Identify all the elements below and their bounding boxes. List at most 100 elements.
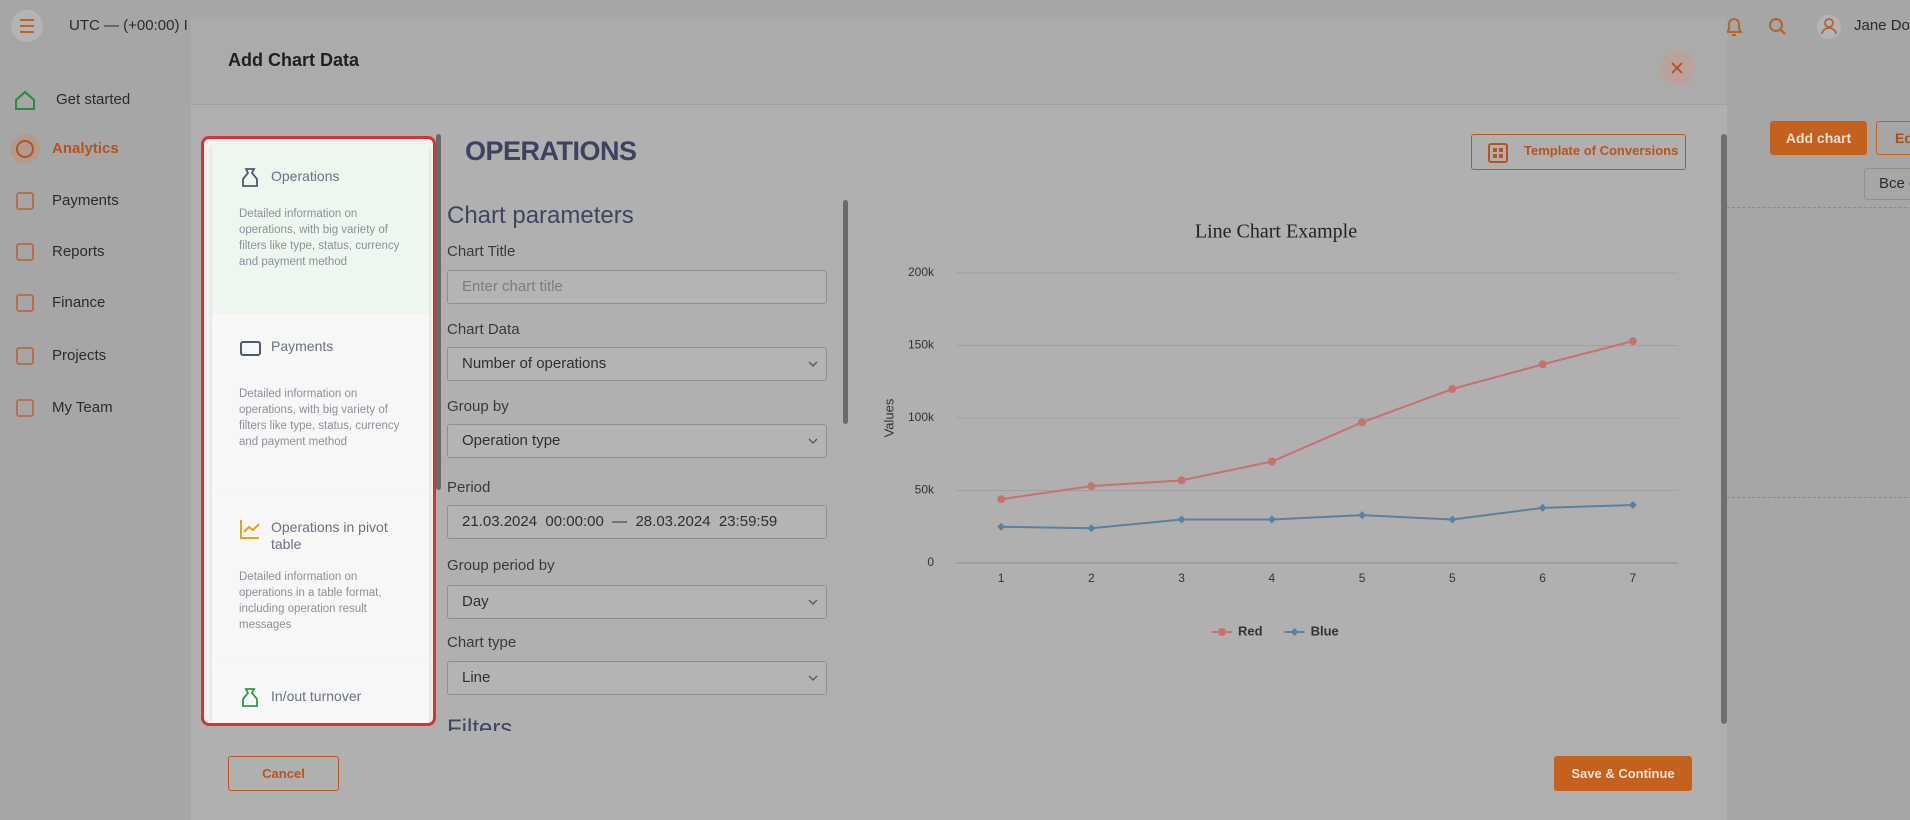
select-input[interactable]: Operation type [447, 424, 827, 458]
sidebar-icon [16, 243, 34, 261]
x-tick-label: 5 [1449, 571, 1456, 585]
card-icon [242, 688, 258, 707]
select-input[interactable]: 21.03.2024 00:00:00 — 28.03.2024 23:59:5… [447, 505, 827, 539]
field-label: Chart Title [447, 243, 516, 260]
chevron [808, 361, 818, 367]
y-tick-label: 100k [908, 410, 935, 424]
card-description: Detailed information on operations in a … [239, 571, 382, 631]
data-point [1538, 360, 1547, 369]
icon-shape [242, 168, 258, 187]
template-icon [1488, 143, 1508, 163]
line-series [1000, 340, 1634, 501]
source-card[interactable]: Operations in pivot table Detailed inform… [212, 491, 429, 658]
icon-shape [16, 140, 34, 158]
x-tick-label: 4 [1269, 571, 1276, 585]
add-chart-button[interactable]: Add chart [1770, 121, 1867, 155]
y-tick-label: 0 [927, 555, 934, 569]
card-title: Payments [271, 338, 334, 354]
y-axis-label: Values [881, 398, 896, 437]
x-tick-label: 5 [1359, 571, 1366, 585]
card-description: Detailed information on operations, with… [239, 208, 400, 268]
icon-shape [15, 90, 35, 110]
select-input[interactable]: Line [447, 661, 827, 695]
select-input[interactable]: Day [447, 585, 827, 619]
select-input[interactable]: Number of operations [447, 347, 827, 381]
data-point [1087, 482, 1096, 491]
icon-shape [16, 294, 34, 312]
legend-label: Red [1238, 623, 1263, 638]
x-tick-label: 1 [998, 571, 1005, 585]
sidebar-item[interactable]: Reports [52, 243, 105, 260]
text-input[interactable]: Enter chart title [447, 270, 827, 304]
field-label: Group by [447, 398, 509, 415]
close-icon [1671, 62, 1683, 74]
source-card[interactable]: Operations Detailed information on operat… [212, 144, 429, 314]
data-point [1358, 418, 1367, 427]
field-label: Group period by [447, 557, 555, 574]
data-point [1087, 524, 1096, 533]
icon-shape [16, 399, 34, 417]
y-tick-label: 200k [908, 265, 935, 279]
form-heading: Filters [447, 715, 513, 731]
background-select[interactable]: Все с [1864, 168, 1910, 200]
save-button[interactable]: Save & Continue [1554, 756, 1692, 791]
card-icon [242, 168, 258, 187]
user-name[interactable]: Jane Do [1854, 17, 1910, 34]
chevron [808, 599, 818, 605]
data-point [1290, 628, 1299, 636]
panel-scrollbar [436, 134, 441, 490]
close-button[interactable] [1660, 51, 1694, 85]
sidebar-item[interactable]: My Team [52, 399, 113, 416]
data-point [1267, 515, 1276, 524]
field-label: Period [447, 479, 491, 496]
chart-title: Line Chart Example [1195, 221, 1357, 243]
background-panel [1727, 207, 1910, 498]
menu-button[interactable] [11, 10, 43, 42]
topbar-icons [1725, 15, 1841, 39]
icon-shape [240, 341, 261, 356]
data-point [1177, 515, 1186, 524]
chart: Line Chart Example Values 0 50k 100k 150k 200k… [881, 221, 1678, 638]
data-point [1267, 457, 1276, 466]
chevron-shape [808, 599, 818, 605]
sidebar-icon [16, 192, 34, 210]
source-card[interactable]: In/out turnover [212, 658, 429, 723]
sidebar-icon [16, 399, 34, 417]
form-heading: Chart parameters [447, 202, 634, 229]
chevron [808, 675, 818, 681]
sidebar-item[interactable]: Get started [56, 91, 131, 108]
chevron-shape [808, 675, 818, 681]
icon-shape [16, 347, 34, 365]
sidebar-icon [16, 294, 34, 312]
sidebar-item[interactable]: Projects [52, 347, 107, 364]
line-series [1001, 504, 1633, 530]
data-point [1538, 503, 1547, 512]
card-title: Operations [271, 168, 340, 184]
icon-bg [10, 134, 40, 164]
card-icon [240, 341, 261, 356]
modal-title: Add Chart Data [228, 50, 360, 70]
chart-source-panel: Operations Detailed information on operat… [201, 136, 436, 726]
sidebar-item[interactable]: Payments [52, 192, 119, 209]
modal-header [191, 17, 1727, 105]
sidebar-item[interactable]: Analytics [52, 140, 119, 157]
chevron [808, 438, 818, 444]
data-point [1628, 337, 1637, 346]
cancel-button[interactable]: Cancel [228, 756, 339, 791]
field-label: Chart type [447, 634, 517, 651]
sidebar-icon [10, 134, 40, 164]
card-title: In/out turnover [271, 688, 362, 704]
timezone: UTC — (+00:00) I [69, 17, 188, 34]
data-point [997, 495, 1006, 504]
source-card[interactable]: Payments Detailed information on operatio… [212, 314, 429, 491]
template-button[interactable]: Template of Conversions [1471, 134, 1686, 170]
sidebar-item[interactable]: Finance [52, 294, 106, 311]
edit-button[interactable]: Ed [1876, 121, 1910, 155]
form-scrollbar [843, 200, 848, 424]
legend-label: Blue [1311, 623, 1339, 638]
menu-icon [20, 19, 34, 33]
data-point [1448, 385, 1457, 393]
x-tick-label: 6 [1539, 571, 1546, 585]
icon-shape [242, 688, 258, 707]
